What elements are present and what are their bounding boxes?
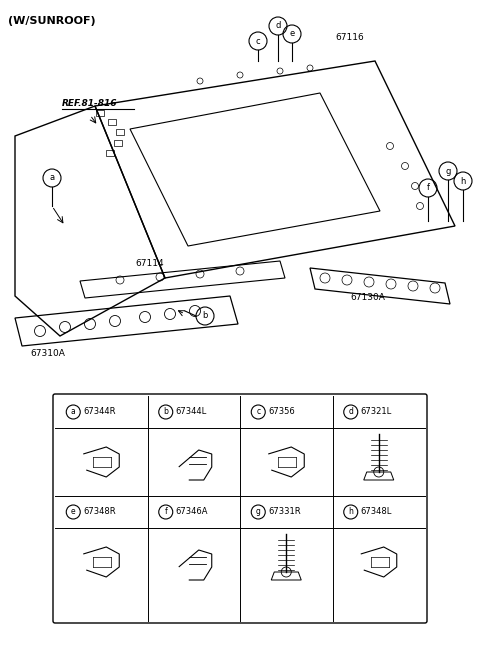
Text: g: g — [445, 167, 451, 176]
Bar — [96, 110, 104, 116]
Text: h: h — [460, 176, 466, 186]
Text: 67344R: 67344R — [83, 407, 116, 417]
Text: a: a — [49, 173, 55, 182]
Text: b: b — [202, 312, 208, 321]
Text: c: c — [256, 407, 260, 417]
Text: f: f — [164, 508, 167, 516]
Text: 67344L: 67344L — [176, 407, 207, 417]
Text: 67356: 67356 — [268, 407, 295, 417]
Text: 67348R: 67348R — [83, 508, 116, 516]
Text: e: e — [289, 30, 295, 39]
Text: b: b — [163, 407, 168, 417]
Text: REF.81-816: REF.81-816 — [62, 99, 118, 108]
Text: f: f — [427, 184, 430, 192]
Bar — [108, 119, 116, 125]
Bar — [106, 150, 114, 156]
Bar — [114, 140, 122, 146]
Text: d: d — [276, 22, 281, 30]
Text: 67321L: 67321L — [361, 407, 392, 417]
Text: 67114: 67114 — [135, 258, 164, 268]
Text: 67346A: 67346A — [176, 508, 208, 516]
Text: a: a — [71, 407, 76, 417]
Text: h: h — [348, 508, 353, 516]
Text: d: d — [348, 407, 353, 417]
Text: 67130A: 67130A — [350, 293, 385, 302]
Text: (W/SUNROOF): (W/SUNROOF) — [8, 16, 96, 26]
Text: g: g — [256, 508, 261, 516]
Text: 67310A: 67310A — [30, 348, 65, 358]
Text: e: e — [71, 508, 75, 516]
Text: c: c — [256, 37, 260, 45]
Text: 67331R: 67331R — [268, 508, 301, 516]
Text: 67348L: 67348L — [361, 508, 392, 516]
Text: 67116: 67116 — [335, 33, 364, 43]
Bar — [116, 129, 124, 135]
